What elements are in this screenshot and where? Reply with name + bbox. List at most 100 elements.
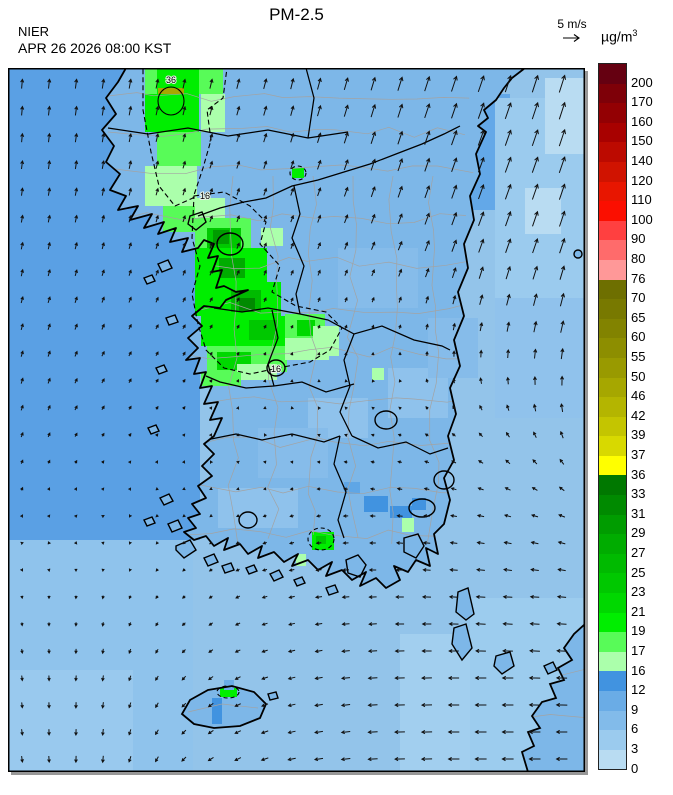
wind-arrow	[101, 622, 105, 627]
wind-arrow	[528, 675, 541, 681]
wind-arrow	[155, 702, 159, 709]
wind-arrow	[317, 433, 321, 437]
wind-arrow	[235, 487, 240, 491]
colorbar-segment	[599, 259, 626, 280]
wind-arrow	[506, 348, 511, 359]
wind-arrow	[236, 242, 240, 249]
wind-arrow	[20, 132, 25, 143]
wind-arrow	[263, 379, 267, 383]
wind-arrow	[155, 486, 159, 491]
wind-arrow	[398, 379, 402, 383]
wind-arrow	[533, 376, 537, 385]
county-line	[187, 703, 259, 713]
wind-arrow	[451, 460, 457, 464]
wind-arrow	[529, 594, 540, 599]
wind-arrow	[263, 324, 267, 329]
wind-arrow	[101, 568, 105, 573]
wind-speed-label: 5 m/s	[557, 17, 587, 31]
wind-arrow	[558, 101, 566, 120]
wind-arrow	[504, 156, 512, 173]
wind-arrow	[155, 756, 159, 763]
pm-cell	[212, 698, 222, 724]
colorbar-tick-label: 150	[631, 133, 653, 149]
colorbar-segment	[599, 436, 626, 456]
wind-arrow	[20, 295, 24, 304]
wind-arrow	[475, 594, 486, 599]
wind-arrow	[20, 675, 24, 682]
wind-arrow	[182, 568, 186, 572]
wind-arrow	[20, 78, 25, 89]
wind-arrow	[155, 296, 159, 303]
wind-arrow	[502, 594, 513, 599]
wind-arrow	[344, 214, 349, 224]
colorbar-segment	[599, 338, 626, 358]
wind-arrow	[289, 514, 294, 518]
wind-arrow	[47, 514, 51, 518]
wind-arrow	[397, 433, 402, 437]
wind-arrow	[182, 406, 186, 410]
wind-arrow	[343, 186, 349, 197]
wind-arrow	[397, 158, 404, 172]
wind-arrow	[263, 433, 267, 437]
wind-arrow	[313, 757, 324, 762]
pm-cell	[428, 318, 478, 378]
timestamp-label: APR 26 2026 08:00 KST	[18, 40, 172, 56]
wind-arrow	[317, 214, 322, 223]
wind-arrow	[478, 211, 485, 226]
wind-arrow	[47, 595, 51, 600]
wind-arrow	[290, 351, 294, 356]
wind-arrow	[236, 297, 240, 303]
wind-arrow	[181, 702, 187, 708]
wind-arrow	[74, 105, 79, 116]
pm-cell	[364, 496, 388, 512]
wind-arrow	[235, 541, 240, 545]
wind-arrow	[263, 215, 268, 223]
island-coastline	[147, 424, 160, 435]
metro-boundary	[433, 470, 455, 490]
wind-arrow	[448, 648, 459, 654]
wind-arrow	[371, 351, 375, 356]
colorbar-segment	[599, 495, 626, 515]
wind-arrow	[20, 514, 24, 518]
wind-arrow	[263, 242, 267, 249]
colorbar-tick-label: 29	[631, 525, 646, 541]
wind-arrow	[287, 730, 296, 735]
island-coastline	[269, 569, 284, 582]
wind-arrow	[261, 676, 269, 680]
wind-arrow	[421, 675, 432, 681]
wind-arrow	[128, 242, 132, 250]
wind-arrow	[344, 296, 348, 303]
wind-arrow	[209, 187, 214, 196]
colorbar-tick-label: 16	[631, 662, 646, 678]
pm-cell	[402, 518, 414, 532]
wind-arrow	[371, 296, 375, 303]
wind-arrow	[74, 132, 79, 143]
wind-arrow	[287, 676, 296, 681]
wind-arrow	[182, 105, 187, 116]
island-fill	[404, 534, 424, 558]
pm-cell	[220, 688, 237, 697]
wind-arrow	[236, 351, 240, 356]
wind-arrow	[47, 487, 51, 491]
wind-arrow	[20, 377, 24, 384]
wind-arrow	[314, 730, 323, 735]
wind-arrow	[263, 269, 267, 276]
wind-arrow	[558, 486, 565, 492]
wind-arrow	[316, 514, 321, 518]
wind-arrow	[209, 541, 213, 545]
wind-arrow	[155, 214, 159, 223]
county-line	[107, 92, 470, 102]
wind-arrow	[74, 755, 78, 764]
island-fill	[182, 686, 266, 728]
colorbar-segment	[599, 593, 626, 613]
wind-arrow	[260, 757, 269, 762]
wind-arrow	[209, 487, 213, 490]
wind-arrow	[128, 378, 132, 384]
wind-arrow	[74, 377, 78, 384]
wind-arrow	[477, 460, 484, 464]
island-coastline	[325, 584, 339, 596]
wind-arrow	[236, 406, 240, 410]
colorbar-segment	[599, 691, 626, 711]
wind-arrow	[503, 514, 512, 518]
wind-arrow	[287, 703, 296, 708]
